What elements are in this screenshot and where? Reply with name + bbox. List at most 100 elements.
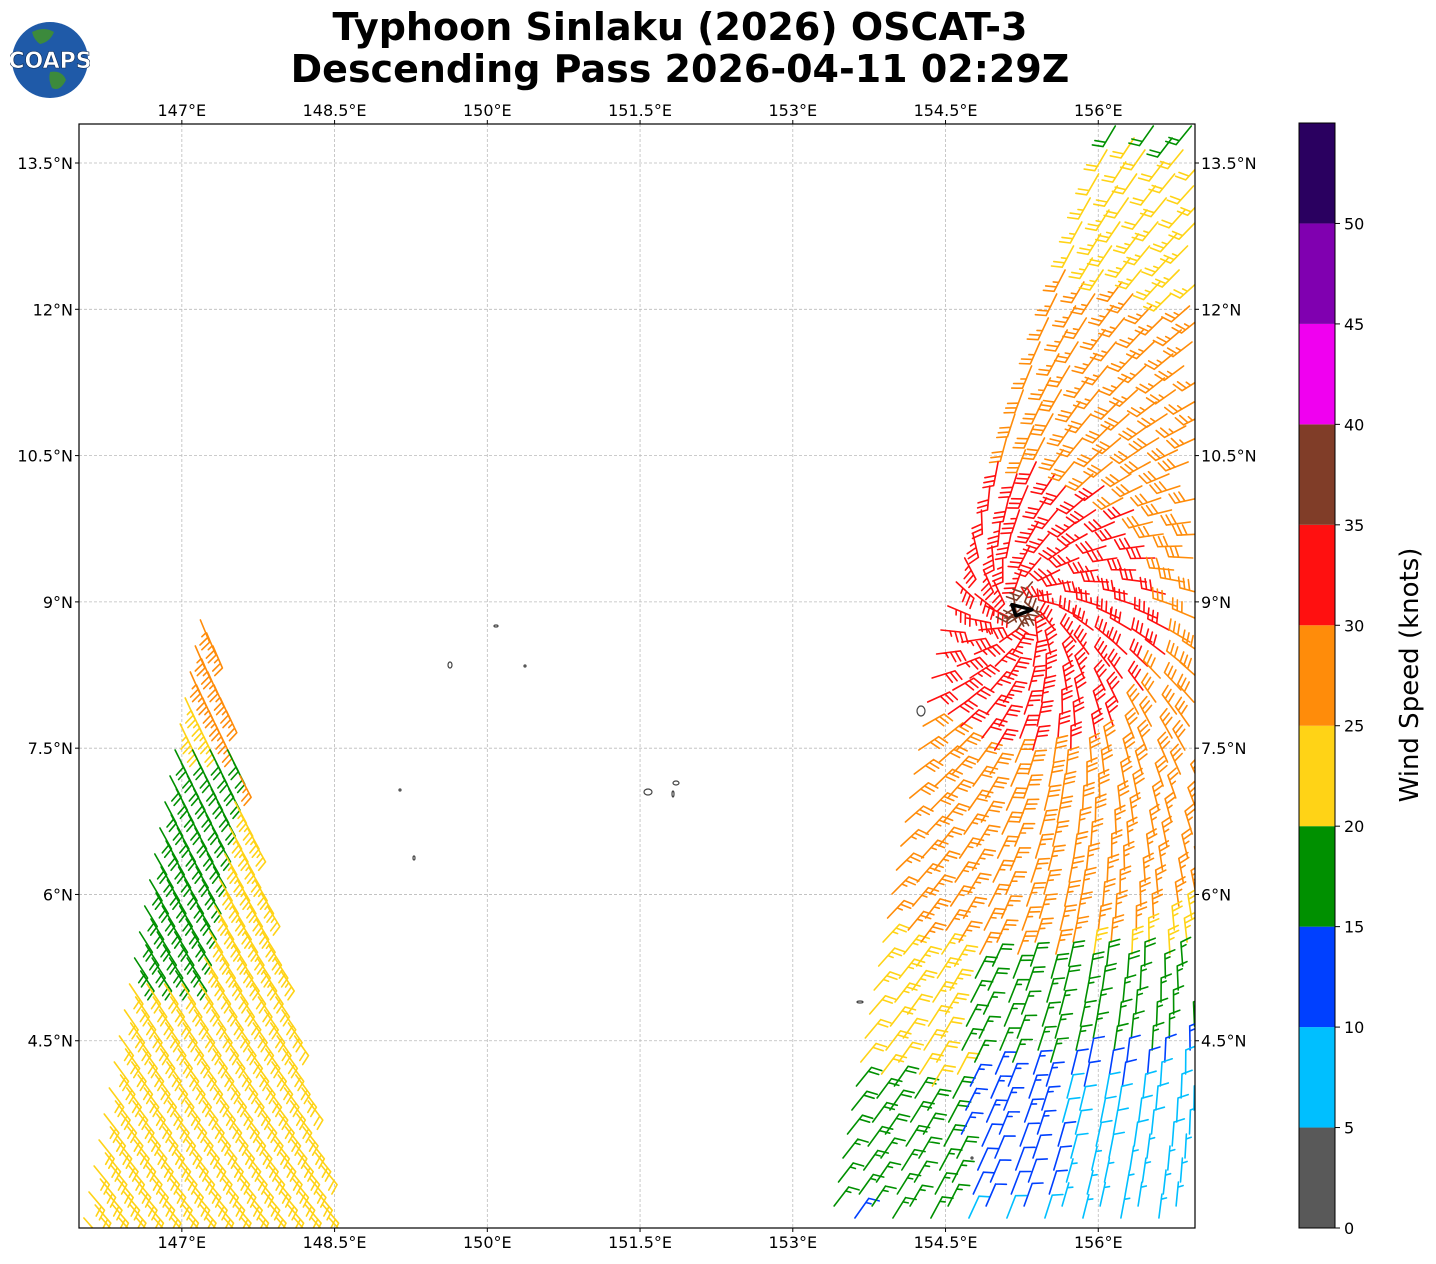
wind-barb xyxy=(932,981,958,1003)
wind-barb xyxy=(1064,473,1094,491)
wind-barb xyxy=(194,645,206,677)
wind-barb xyxy=(974,1039,997,1063)
wind-barb xyxy=(1054,401,1081,423)
wind-barb xyxy=(956,732,985,751)
wind-barb xyxy=(1028,377,1052,401)
colorbar-tick-label: 45 xyxy=(1344,315,1364,334)
wind-barb xyxy=(895,852,925,871)
wind-barb xyxy=(1171,597,1195,619)
wind-barb xyxy=(994,728,1019,751)
wind-barb xyxy=(999,1027,1021,1051)
wind-barb xyxy=(1103,197,1129,219)
globe-icon xyxy=(12,22,88,98)
wind-barb xyxy=(1020,990,1042,1015)
wind-barb xyxy=(245,970,260,1001)
lat-label-right: 13.5°N xyxy=(1201,154,1257,173)
wind-barb xyxy=(880,1137,906,1159)
wind-barb xyxy=(988,883,1011,907)
wind-barb xyxy=(918,1136,943,1159)
wind-barb xyxy=(1096,281,1123,302)
wind-barb xyxy=(1151,779,1164,811)
wind-barb xyxy=(259,1074,276,1105)
wind-barb xyxy=(945,909,971,931)
wind-barb xyxy=(1161,305,1191,323)
wind-barb xyxy=(310,1217,322,1228)
wind-barb xyxy=(1075,1024,1093,1051)
wind-barb xyxy=(1072,389,1100,410)
wind-barb xyxy=(303,1165,321,1195)
wind-barb xyxy=(254,1100,271,1131)
wind-barb xyxy=(1098,377,1128,396)
wind-barb xyxy=(316,1191,333,1221)
island xyxy=(398,788,402,792)
wind-barb xyxy=(1034,833,1055,859)
wind-barb xyxy=(207,671,219,703)
wind-barb xyxy=(248,1231,264,1259)
wind-barb xyxy=(1019,1122,1041,1147)
wind-barb xyxy=(1070,721,1082,751)
wind-barb xyxy=(891,876,920,895)
wind-barb xyxy=(1122,731,1136,763)
wind-barb xyxy=(246,827,260,859)
wind-barb xyxy=(907,910,935,931)
wind-barb xyxy=(875,1161,902,1183)
wind-barb xyxy=(193,788,206,820)
wind-barb xyxy=(113,1061,130,1092)
wind-barb xyxy=(940,1016,965,1039)
wind-barb xyxy=(1074,485,1105,502)
wind-barb xyxy=(1119,461,1151,475)
wind-barb xyxy=(201,697,214,729)
wind-barb xyxy=(221,957,236,988)
wind-barb xyxy=(134,1178,152,1208)
wind-barb xyxy=(117,1178,134,1208)
wind-barb xyxy=(994,648,1024,667)
wind-barb xyxy=(174,749,187,781)
wind-barb xyxy=(213,1231,229,1259)
wind-barb xyxy=(1090,818,1104,847)
wind-barb xyxy=(1107,648,1123,679)
wind-barb xyxy=(1084,209,1110,232)
wind-barb xyxy=(1068,257,1094,280)
wind-barb xyxy=(927,1088,952,1111)
wind-barb xyxy=(1109,449,1141,465)
wind-barb xyxy=(1040,574,1072,587)
colorbar-bin xyxy=(1299,826,1335,927)
wind-barb xyxy=(1023,689,1044,715)
wind-barb xyxy=(1088,951,1105,979)
wind-barb xyxy=(1005,449,1027,474)
wind-barb xyxy=(1174,414,1195,426)
wind-barb xyxy=(1038,449,1065,471)
wind-barb xyxy=(1164,949,1176,979)
map-axes: 147°E 147°E 148.5°E 148.5°E 150°E 150°E 151.5°… xyxy=(17,101,1256,1252)
wind-barb xyxy=(236,1061,252,1092)
lat-label-left: 12°N xyxy=(33,300,73,319)
wind-barb xyxy=(922,1112,948,1135)
wind-barb xyxy=(933,850,961,871)
wind-barb xyxy=(894,982,921,1003)
wind-barb xyxy=(1039,601,1056,631)
wind-barb xyxy=(1002,680,1028,703)
wind-barb xyxy=(249,1126,267,1156)
wind-barb xyxy=(1040,674,1057,703)
wind-barb xyxy=(1133,596,1158,619)
wind-barb xyxy=(1047,521,1077,538)
wind-barb xyxy=(245,1191,263,1221)
wind-barb xyxy=(159,827,173,859)
wind-barb xyxy=(295,1074,311,1105)
wind-barb xyxy=(950,885,976,907)
wind-barb xyxy=(233,1165,251,1195)
wind-barb xyxy=(1167,1145,1176,1171)
wind-barb xyxy=(991,943,1015,967)
wind-barb xyxy=(155,892,170,923)
wind-barb xyxy=(291,1139,308,1169)
island-outlines xyxy=(398,624,974,1160)
wind-barb xyxy=(1201,1170,1207,1194)
wind-barb xyxy=(934,768,963,787)
wind-barb xyxy=(1059,613,1077,643)
lon-label-top: 148.5°E xyxy=(303,101,367,120)
wind-barb xyxy=(198,1165,216,1195)
wind-barb xyxy=(1155,1082,1170,1111)
wind-barb xyxy=(256,1139,273,1169)
wind-barb xyxy=(1044,1193,1064,1219)
wind-barb xyxy=(123,1191,141,1221)
